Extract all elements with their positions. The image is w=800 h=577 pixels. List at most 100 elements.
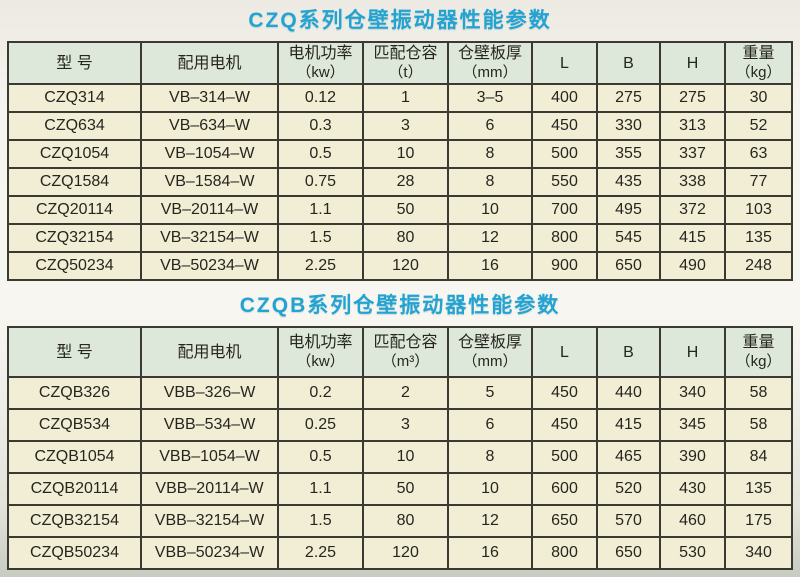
table-cell: 58 xyxy=(724,376,793,410)
table-cell: 63 xyxy=(724,139,793,169)
table-cell: 900 xyxy=(531,251,598,281)
table-cell: 800 xyxy=(531,223,598,253)
table-cell: 135 xyxy=(724,472,793,506)
table-row: CZQB1054 VBB–1054–W 0.5 10 8 500 465 390 84 xyxy=(7,440,793,474)
table-cell: 600 xyxy=(531,472,598,506)
table-cell: 10 xyxy=(447,472,533,506)
table-cell: CZQ314 xyxy=(7,83,142,113)
table-cell: 390 xyxy=(659,440,726,474)
column-header: 型 号 xyxy=(7,41,142,85)
column-header: 重量 （kg） xyxy=(724,326,793,378)
table-cell: 550 xyxy=(531,167,598,197)
table-cell: 1.5 xyxy=(277,223,364,253)
table-cell: 1.1 xyxy=(277,472,364,506)
table-cell: CZQ634 xyxy=(7,111,142,141)
table-cell: 6 xyxy=(447,408,533,442)
table-cell: 345 xyxy=(659,408,726,442)
czqb-spec-table: 型 号配用电机 电机功率 （kw） 匹配仓容 （m³） 仓壁板厚 （mm） L B H 重量 （kg）… xyxy=(7,326,793,570)
table-cell: 175 xyxy=(724,504,793,538)
table-cell: 1 xyxy=(362,83,449,113)
table-cell: 120 xyxy=(362,536,449,570)
table-row: CZQB326 VBB–326–W 0.2 2 5 450 440 340 58 xyxy=(7,376,793,410)
table-cell: 460 xyxy=(659,504,726,538)
table-row: CZQB534 VBB–534–W 0.25 3 6 450 415 345 58 xyxy=(7,408,793,442)
table-cell: 313 xyxy=(659,111,726,141)
table-cell: 415 xyxy=(659,223,726,253)
table-cell: 103 xyxy=(724,195,793,225)
table-row: CZQ634 VB–634–W 0.3 3 6 450 330 313 52 xyxy=(7,111,793,141)
table-cell: 430 xyxy=(659,472,726,506)
table-row: CZQ20114 VB–20114–W 1.1 50 10 700 495 372 103 xyxy=(7,195,793,225)
table-cell: 6 xyxy=(447,111,533,141)
czq-spec-table: 型 号配用电机 电机功率 （kw） 匹配仓容 （t） 仓壁板厚 （mm） L B H 重量 （kg） … xyxy=(7,41,793,281)
column-header: H xyxy=(659,41,726,85)
table-cell: 338 xyxy=(659,167,726,197)
table-cell: 2.25 xyxy=(277,251,364,281)
table-row: CZQ1054 VB–1054–W 0.5 10 8 500 355 337 63 xyxy=(7,139,793,169)
table-cell: 330 xyxy=(596,111,661,141)
czqb-table-header: 型 号配用电机 电机功率 （kw） 匹配仓容 （m³） 仓壁板厚 （mm） L B H 重量 （kg） xyxy=(7,326,793,378)
table-cell: 275 xyxy=(596,83,661,113)
table-cell: 10 xyxy=(362,440,449,474)
table-cell: 30 xyxy=(724,83,793,113)
column-header: L xyxy=(531,41,598,85)
table-cell: 77 xyxy=(724,167,793,197)
table-cell: 10 xyxy=(362,139,449,169)
table-cell: CZQ32154 xyxy=(7,223,142,253)
table-cell: 450 xyxy=(531,111,598,141)
table-cell: 84 xyxy=(724,440,793,474)
column-header: 配用电机 xyxy=(140,326,279,378)
table-cell: 3–5 xyxy=(447,83,533,113)
table-cell: CZQB326 xyxy=(7,376,142,410)
table-cell: 490 xyxy=(659,251,726,281)
table-cell: 700 xyxy=(531,195,598,225)
table-cell: 16 xyxy=(447,536,533,570)
table-cell: VB–20114–W xyxy=(140,195,279,225)
table-cell: CZQB534 xyxy=(7,408,142,442)
table-cell: VBB–534–W xyxy=(140,408,279,442)
czq-table-header: 型 号配用电机 电机功率 （kw） 匹配仓容 （t） 仓壁板厚 （mm） L B H 重量 （kg） xyxy=(7,41,793,85)
table-cell: 5 xyxy=(447,376,533,410)
table-cell: 400 xyxy=(531,83,598,113)
table-cell: 2.25 xyxy=(277,536,364,570)
table-cell: 135 xyxy=(724,223,793,253)
table-cell: 0.25 xyxy=(277,408,364,442)
table-cell: CZQ50234 xyxy=(7,251,142,281)
table-cell: 28 xyxy=(362,167,449,197)
table-cell: 0.3 xyxy=(277,111,364,141)
czq-table-title: CZQ系列仓壁振动器性能参数 xyxy=(248,9,552,32)
table-cell: 0.75 xyxy=(277,167,364,197)
table-row: CZQ32154 VB–32154–W 1.5 80 12 800 545 415 135 xyxy=(7,223,793,253)
column-header: 匹配仓容 （m³） xyxy=(362,326,449,378)
table-cell: 12 xyxy=(447,223,533,253)
column-header: 电机功率 （kw） xyxy=(277,326,364,378)
table-cell: VBB–32154–W xyxy=(140,504,279,538)
table-cell: 80 xyxy=(362,504,449,538)
czqb-table-title: CZQB系列仓壁振动器性能参数 xyxy=(239,294,561,317)
table-cell: 570 xyxy=(596,504,661,538)
table-cell: 337 xyxy=(659,139,726,169)
table-cell: VB–634–W xyxy=(140,111,279,141)
table-cell: CZQB20114 xyxy=(7,472,142,506)
table-cell: VB–314–W xyxy=(140,83,279,113)
table-cell: 0.12 xyxy=(277,83,364,113)
table-cell: 545 xyxy=(596,223,661,253)
table-row: CZQ1584 VB–1584–W 0.75 28 8 550 435 338 77 xyxy=(7,167,793,197)
table-cell: 530 xyxy=(659,536,726,570)
table-cell: 3 xyxy=(362,408,449,442)
table-cell: 3 xyxy=(362,111,449,141)
table-row: CZQ314 VB–314–W 0.12 1 3–5 400 275 275 30 xyxy=(7,83,793,113)
table-cell: 340 xyxy=(724,536,793,570)
table-cell: 355 xyxy=(596,139,661,169)
table-row: CZQB32154 VBB–32154–W 1.5 80 12 650 570 460 175 xyxy=(7,504,793,538)
table-cell: 435 xyxy=(596,167,661,197)
czqb-table-body: CZQB326 VBB–326–W 0.2 2 5 450 440 340 58 CZQB534 V… xyxy=(7,376,793,570)
table-cell: 495 xyxy=(596,195,661,225)
table-row: CZQB20114 VBB–20114–W 1.1 50 10 600 520 430 135 xyxy=(7,472,793,506)
table-cell: 340 xyxy=(659,376,726,410)
table-cell: 520 xyxy=(596,472,661,506)
column-header: 仓壁板厚 （mm） xyxy=(447,326,533,378)
table-cell: 2 xyxy=(362,376,449,410)
table-cell: CZQ1584 xyxy=(7,167,142,197)
table-cell: 80 xyxy=(362,223,449,253)
